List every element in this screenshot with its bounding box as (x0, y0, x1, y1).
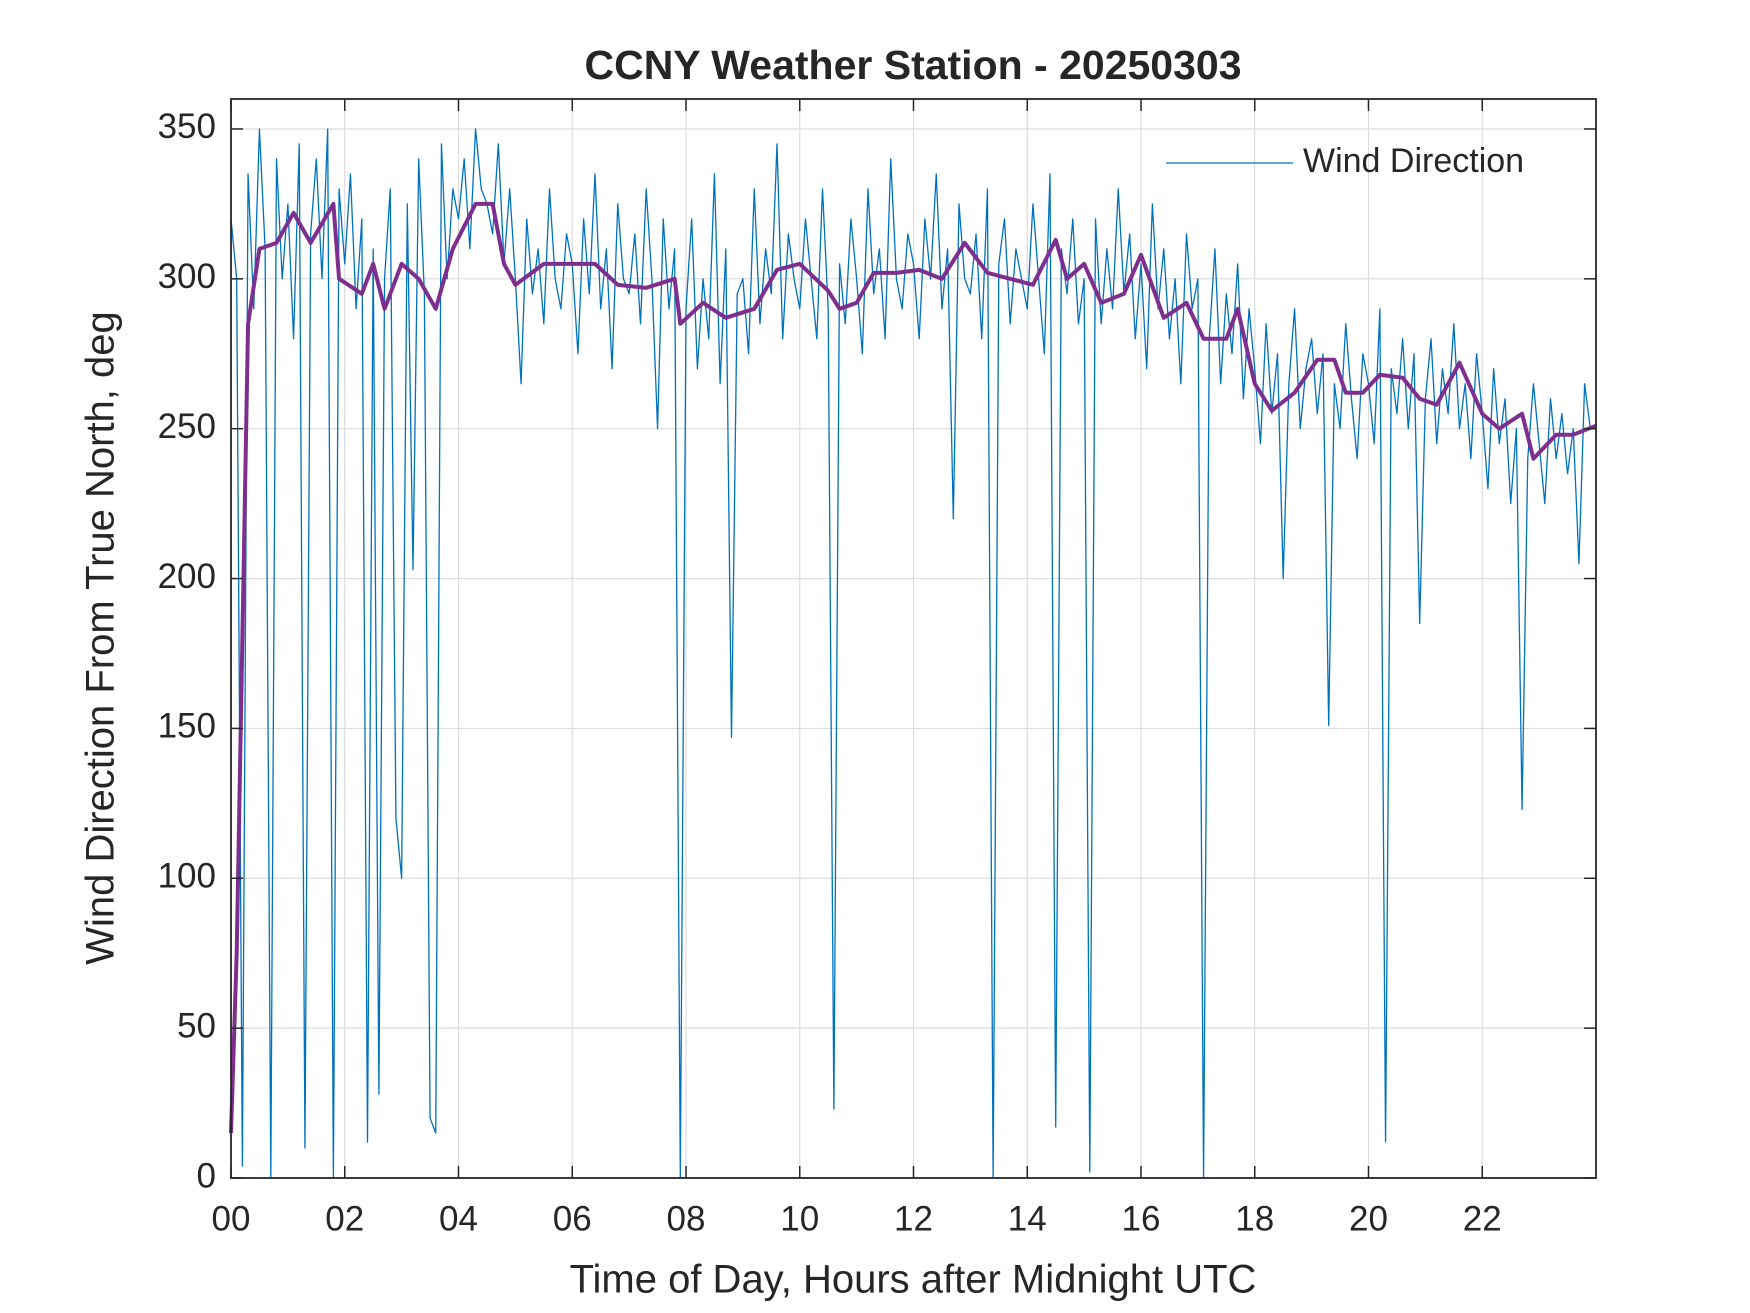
x-tick-label: 14 (1008, 1199, 1047, 1238)
axes: 0 50 100 150 200 250 300 350 00 02 04 06 08 10 12 14 16 1… (158, 98, 1597, 1238)
y-axis-label: Wind Direction From True North, deg (79, 311, 123, 965)
y-tick-label: 200 (158, 557, 216, 596)
x-tick-label: 08 (667, 1199, 706, 1238)
y-tick-label: 0 (197, 1156, 216, 1195)
y-tick-label: 250 (158, 407, 216, 446)
y-tick-label: 150 (158, 707, 216, 746)
chart-title: CCNY Weather Station - 20250303 (584, 42, 1241, 88)
x-tick-label: 06 (553, 1199, 592, 1238)
x-tick-label: 22 (1463, 1199, 1502, 1238)
x-tick-label: 20 (1349, 1199, 1388, 1238)
plot-area (229, 128, 1597, 1179)
x-tick-label: 00 (212, 1199, 251, 1238)
x-tick-label: 10 (780, 1199, 819, 1238)
x-tick-label: 16 (1122, 1199, 1161, 1238)
y-tick-label: 100 (158, 857, 216, 896)
data-line (229, 201, 1597, 1134)
x-tick-label: 04 (439, 1199, 478, 1238)
y-tick-label: 350 (158, 107, 216, 146)
x-tick-label: 12 (894, 1199, 933, 1238)
y-tick-label: 300 (158, 257, 216, 296)
axes-box (230, 98, 1597, 1179)
data-line (230, 128, 1591, 1179)
x-axis-label: Time of Day, Hours after Midnight UTC (570, 1258, 1257, 1302)
x-tick-label: 02 (325, 1199, 364, 1238)
legend-label: Wind Direction (1303, 142, 1524, 180)
y-tick-label: 50 (177, 1006, 216, 1045)
x-tick-label: 18 (1235, 1199, 1274, 1238)
